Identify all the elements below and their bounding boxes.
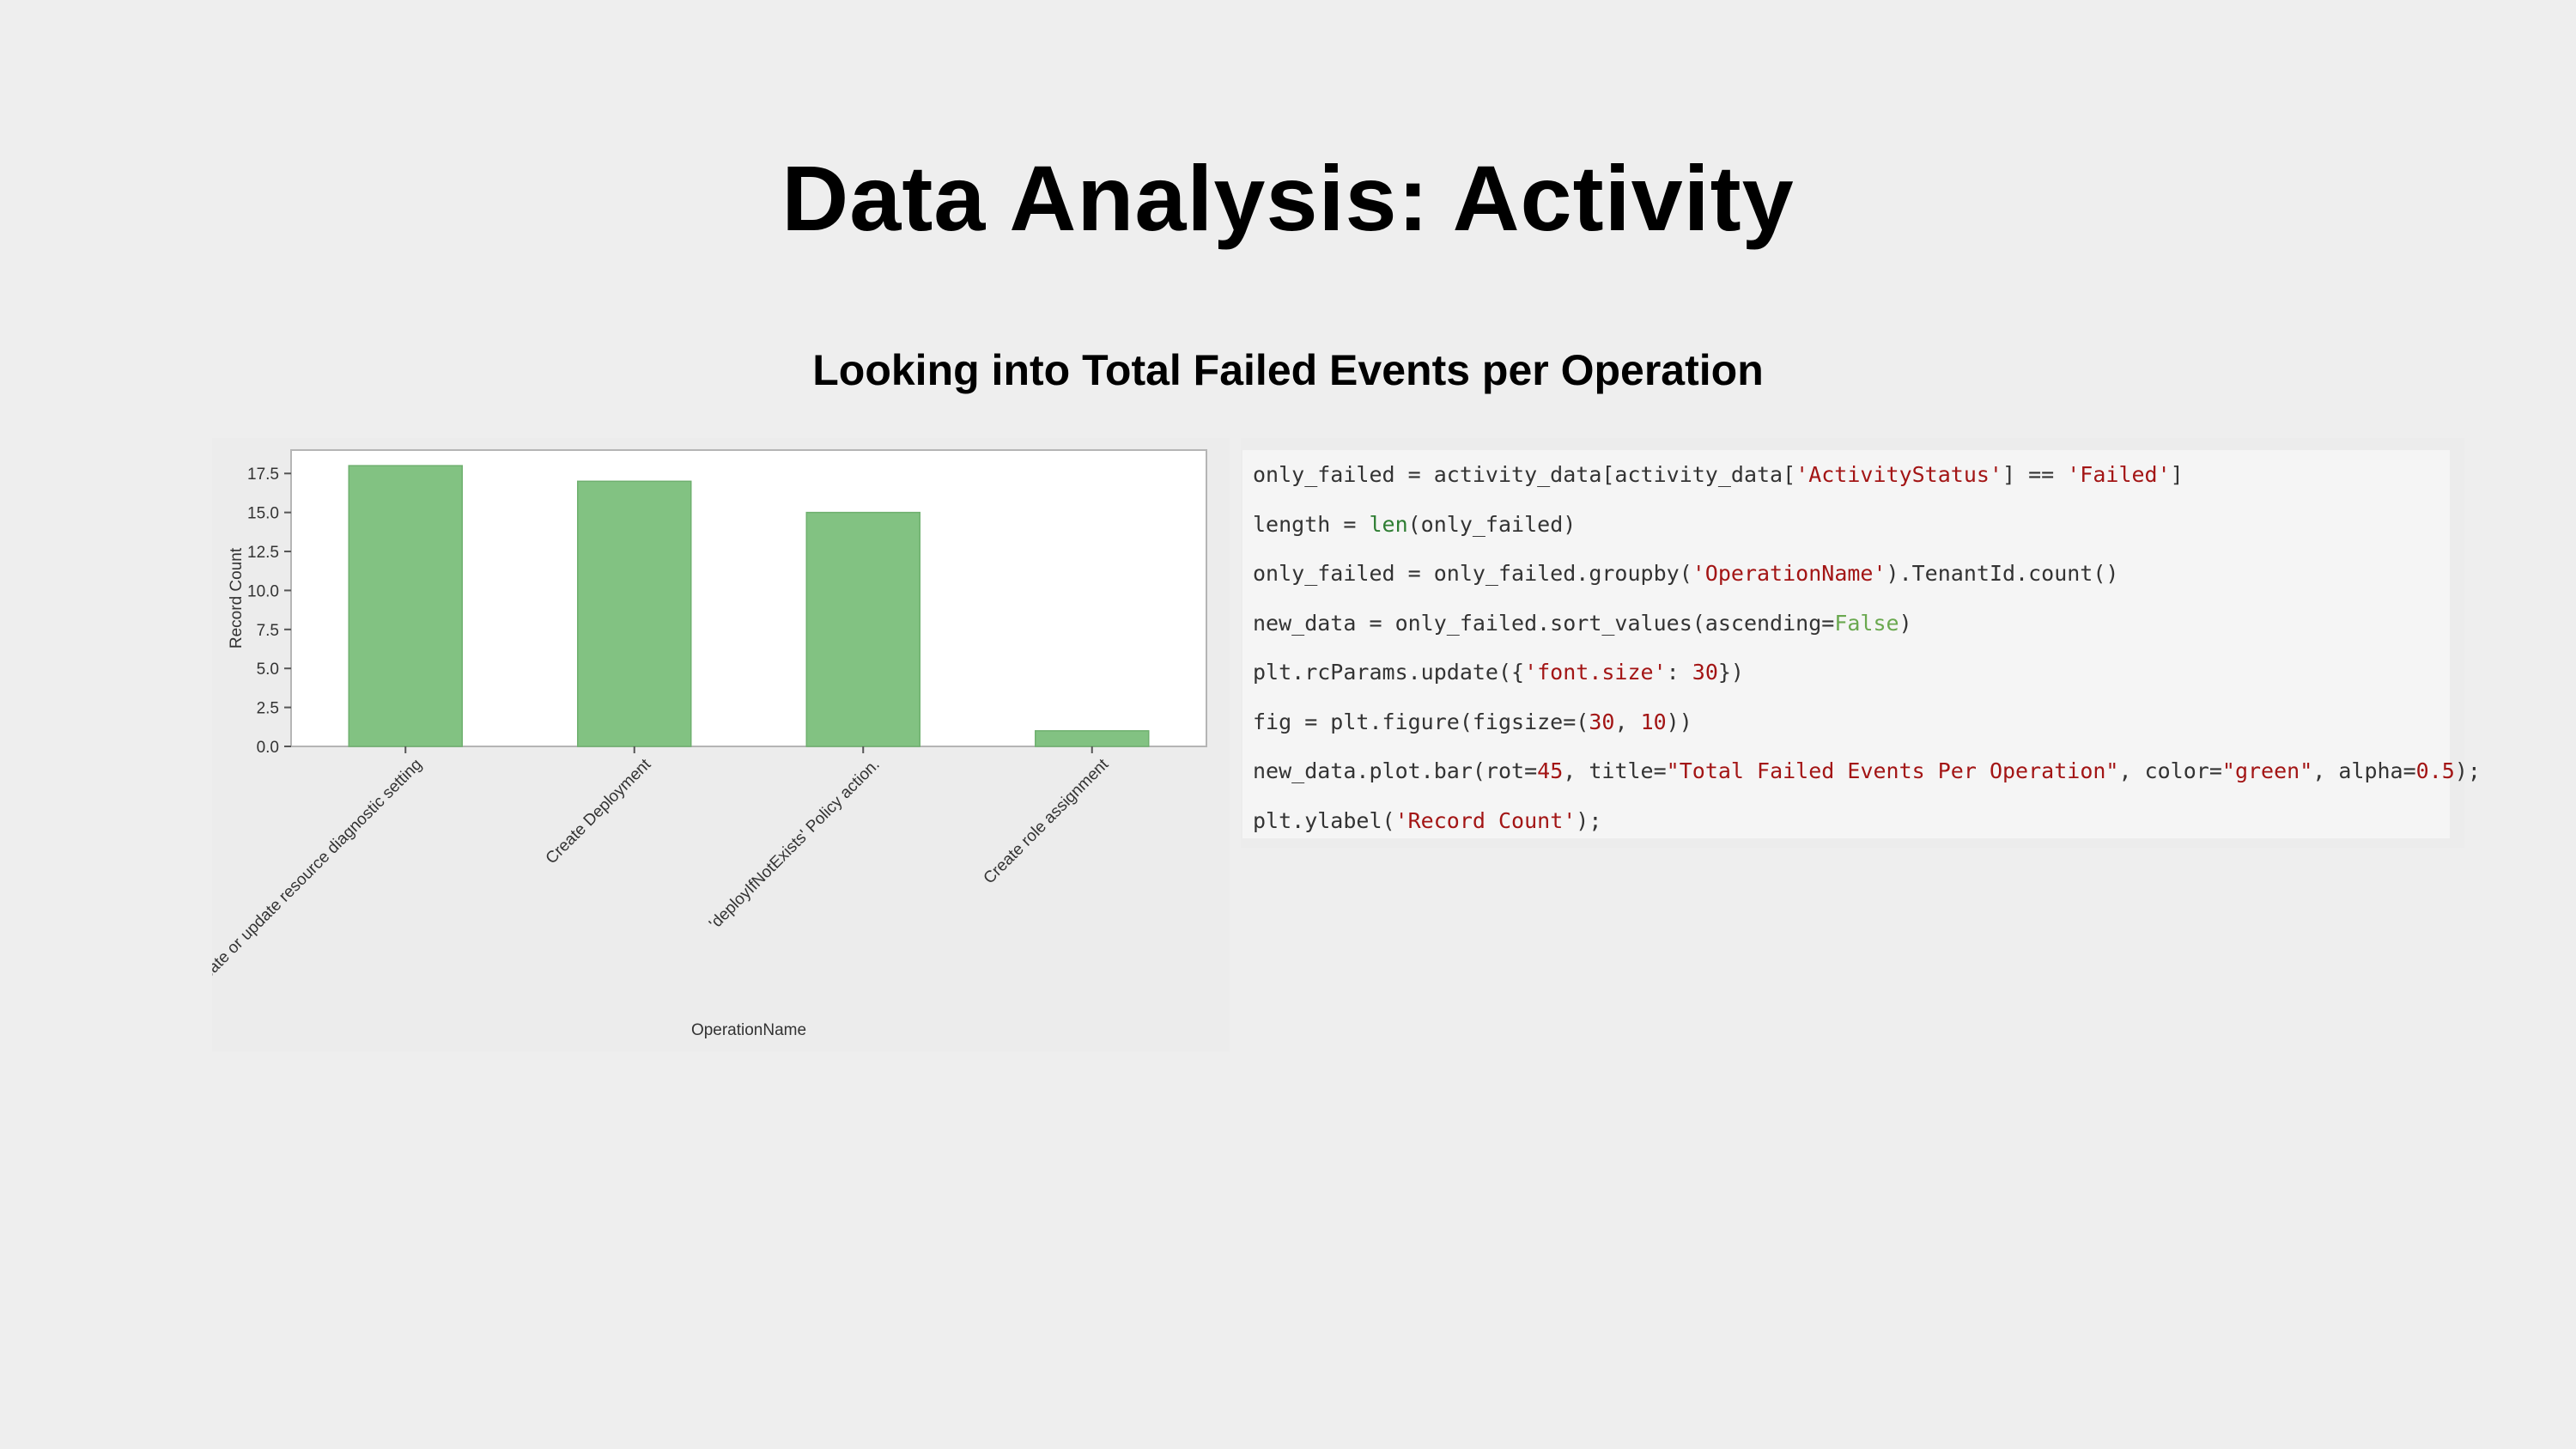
x-axis-label: OperationName xyxy=(691,1021,806,1039)
code-token: 'Record Count' xyxy=(1394,807,1577,833)
bar xyxy=(577,480,692,747)
x-tick-label: 'deployIfNotExists' Policy action. xyxy=(706,756,884,934)
slide-subtitle: Looking into Total Failed Events per Ope… xyxy=(812,346,1764,394)
code-token: plt.ylabel( xyxy=(1253,807,1395,833)
code-token: 'font.size' xyxy=(1524,660,1667,685)
slide-title: Data Analysis: Activity xyxy=(781,146,1795,250)
bar-chart-panel: 0.0 2.5 5.0 7.5 10.0 12.5 15.0 17.5 Create or up… xyxy=(212,438,1230,1051)
code-line: plt.ylabel('Record Count'); xyxy=(1253,808,1601,833)
code-token: , title= xyxy=(1563,758,1667,783)
code-token: ); xyxy=(1576,807,1602,833)
code-token: 30 xyxy=(1589,709,1615,734)
y-tick-label: 7.5 xyxy=(257,622,279,640)
code-line: new_data.plot.bar(rot=45, title="Total F… xyxy=(1253,758,2481,783)
x-tick-label: Create Deployment xyxy=(543,755,655,868)
code-token: plt.rcParams.update({ xyxy=(1253,660,1525,685)
code-token: only_failed = only_failed.groupby( xyxy=(1253,561,1692,586)
code-token: "Total Failed Events Per Operation" xyxy=(1666,758,2119,783)
code-token: ).TenantId.count() xyxy=(1886,561,2119,586)
code-token: 'ActivityStatus' xyxy=(1795,462,2002,487)
code-line: only_failed = activity_data[activity_dat… xyxy=(1253,462,2184,487)
y-tick-label: 15.0 xyxy=(247,505,279,523)
code-block: only_failed = activity_data[activity_dat… xyxy=(1242,450,2481,838)
code-token: 'OperationName' xyxy=(1692,561,1886,586)
code-token: )) xyxy=(1666,709,1692,734)
code-token: (only_failed) xyxy=(1407,511,1577,537)
y-tick-label: 5.0 xyxy=(257,661,279,679)
code-token: 'Failed' xyxy=(2067,462,2171,487)
x-tick-label: Create or update resource diagnostic set… xyxy=(212,756,426,995)
y-tick-label: 17.5 xyxy=(247,466,279,484)
code-token: 0.5 xyxy=(2415,758,2455,783)
code-token: "green" xyxy=(2221,758,2313,783)
bar xyxy=(348,465,463,747)
code-token: new_data.plot.bar(rot= xyxy=(1253,758,1538,783)
code-line: fig = plt.figure(figsize=(30, 10)) xyxy=(1253,709,1692,734)
code-token: 30 xyxy=(1692,660,1718,685)
code-token: ] == xyxy=(2002,462,2068,487)
y-axis-label: Record Count xyxy=(228,547,246,648)
bar xyxy=(805,511,920,747)
code-line: plt.rcParams.update({'font.size': 30}) xyxy=(1253,660,1744,685)
x-tick-label: Create role assignment xyxy=(981,755,1113,887)
code-token: , xyxy=(1614,709,1641,734)
y-tick-label: 12.5 xyxy=(247,544,279,562)
code-token: only_failed = activity_data[activity_dat… xyxy=(1253,462,1796,487)
code-token: , color= xyxy=(2118,758,2222,783)
code-token: False xyxy=(1834,610,1899,636)
code-token: len xyxy=(1369,511,1408,537)
code-token: fig = plt.figure(figsize=( xyxy=(1253,709,1589,734)
code-token: length = xyxy=(1253,511,1370,537)
code-line: new_data = only_failed.sort_values(ascen… xyxy=(1253,611,1912,636)
y-tick-label: 0.0 xyxy=(257,739,279,757)
bar-chart: 0.0 2.5 5.0 7.5 10.0 12.5 15.0 17.5 Create or up… xyxy=(212,449,1207,1039)
y-tick-label: 10.0 xyxy=(247,582,279,600)
code-token: ) xyxy=(1899,610,1912,636)
y-tick-label: 2.5 xyxy=(257,700,279,718)
code-token: new_data = only_failed.sort_values(ascen… xyxy=(1253,610,1835,636)
code-token: 45 xyxy=(1537,758,1564,783)
code-token: : xyxy=(1666,660,1692,685)
code-line: length = len(only_failed) xyxy=(1253,512,1576,537)
bar xyxy=(1035,730,1150,747)
code-line: only_failed = only_failed.groupby('Opera… xyxy=(1253,561,2118,586)
code-token: ); xyxy=(2454,758,2481,783)
code-panel: only_failed = activity_data[activity_dat… xyxy=(1241,438,2481,848)
code-token: }) xyxy=(1717,660,1744,685)
code-token: 10 xyxy=(1640,709,1667,734)
code-token: ] xyxy=(2170,462,2184,487)
code-token: , alpha= xyxy=(2312,758,2416,783)
